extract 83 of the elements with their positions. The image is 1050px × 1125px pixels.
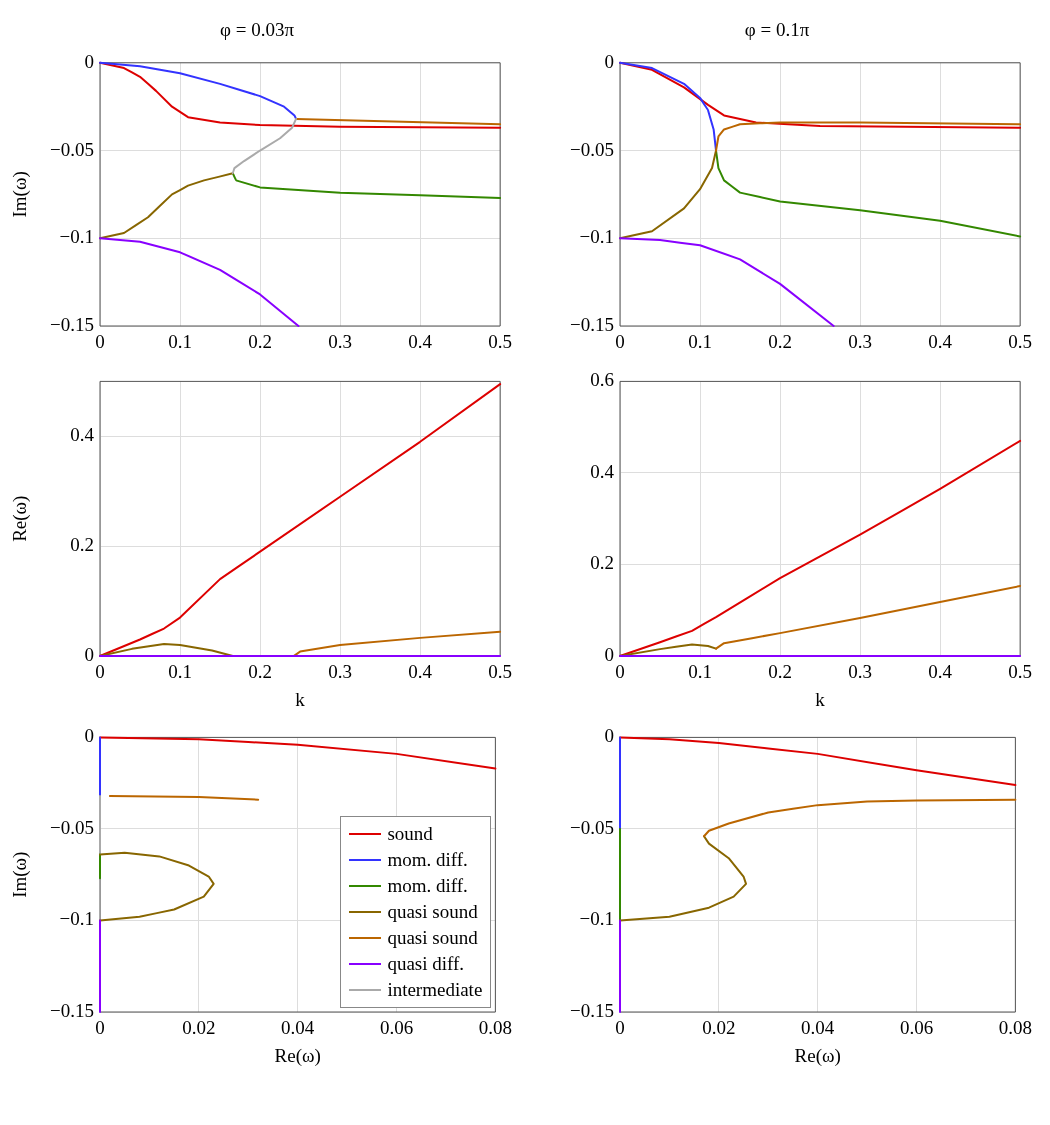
line-series <box>292 630 502 657</box>
y-tick-label: 0 <box>84 643 94 665</box>
x-tick-label: 0.3 <box>848 661 872 683</box>
y-tick-label: 0.4 <box>70 424 95 446</box>
x-tick-label: 0.3 <box>328 331 352 353</box>
x-tick-label: 0.4 <box>408 661 433 683</box>
line-series <box>619 439 1022 657</box>
y-axis-title: Im(ω) <box>9 171 32 218</box>
legend-label: quasi sound <box>387 926 478 950</box>
x-tick-label: 0.5 <box>488 331 512 353</box>
x-tick-label: 0.3 <box>848 331 872 353</box>
y-tick-label: −0.05 <box>570 816 614 838</box>
line-series <box>99 237 300 327</box>
x-tick-label: 0.2 <box>248 331 272 353</box>
x-tick-label: 0.5 <box>1008 331 1032 353</box>
x-tick-label: 0.04 <box>801 1017 835 1039</box>
x-tick-label: 0.4 <box>928 661 953 683</box>
y-tick-label: 0.2 <box>590 552 614 574</box>
line-series <box>619 237 835 327</box>
x-axis-title: Re(ω) <box>274 1044 321 1067</box>
y-tick-label: −0.15 <box>570 313 614 335</box>
line-series <box>703 798 1017 838</box>
legend-label: intermediate <box>387 978 483 1002</box>
x-tick-label: 0.06 <box>379 1017 414 1039</box>
chart-title: φ = 0.03π <box>219 19 295 41</box>
y-tick-label: −0.15 <box>50 313 94 335</box>
x-axis-title: Re(ω) <box>794 1044 841 1067</box>
chart-title: φ = 0.1π <box>744 19 810 41</box>
y-tick-label: 0 <box>604 50 614 72</box>
x-tick-label: 0.04 <box>281 1017 315 1039</box>
line-series <box>231 117 298 175</box>
x-tick-label: 0.2 <box>768 661 792 683</box>
x-tick-label: 0.2 <box>768 331 792 353</box>
x-tick-label: 0.1 <box>688 331 712 353</box>
line-series <box>715 584 1022 650</box>
y-tick-label: −0.15 <box>50 999 94 1021</box>
x-tick-label: 0.02 <box>702 1017 736 1039</box>
line-series <box>231 172 502 199</box>
y-tick-label: −0.1 <box>59 908 94 930</box>
x-tick-label: 0.2 <box>248 661 272 683</box>
x-tick-label: 0.4 <box>928 331 953 353</box>
line-series <box>619 835 748 922</box>
line-series <box>619 736 1017 786</box>
legend-label: mom. diff. <box>387 848 468 872</box>
y-tick-label: 0 <box>604 725 614 747</box>
line-series <box>99 736 497 770</box>
legend-label: quasi sound <box>387 900 478 924</box>
y-tick-label: −0.1 <box>579 226 614 248</box>
y-axis-title: Re(ω) <box>9 495 32 542</box>
y-tick-label: 0 <box>84 725 94 747</box>
y-tick-label: −0.15 <box>570 999 614 1021</box>
x-tick-label: 0.3 <box>328 661 352 683</box>
line-series <box>99 383 502 657</box>
y-tick-label: 0.4 <box>590 460 615 482</box>
line-series <box>99 61 298 120</box>
x-tick-label: 0.1 <box>168 661 192 683</box>
y-axis-title: Im(ω) <box>9 851 32 898</box>
x-tick-label: 0.4 <box>408 331 433 353</box>
line-series <box>99 851 215 922</box>
legend-label: mom. diff. <box>387 874 468 898</box>
x-axis-title: k <box>295 688 306 710</box>
x-tick-label: 0.08 <box>998 1017 1032 1039</box>
y-tick-label: −0.1 <box>59 226 94 248</box>
x-axis-title: k <box>815 688 826 710</box>
y-tick-label: −0.05 <box>50 138 94 160</box>
x-tick-label: 0.1 <box>688 661 712 683</box>
y-tick-label: 0 <box>604 643 614 665</box>
line-series <box>715 121 1022 152</box>
y-tick-label: 0.6 <box>590 369 614 391</box>
x-tick-label: 0.5 <box>488 661 512 683</box>
x-tick-label: 0.08 <box>478 1017 512 1039</box>
line-series <box>99 642 234 657</box>
x-tick-label: 0.5 <box>1008 661 1032 683</box>
y-tick-label: −0.05 <box>50 816 94 838</box>
legend-label: sound <box>387 822 433 846</box>
x-tick-label: 0.1 <box>168 331 192 353</box>
legend-label: quasi diff. <box>387 952 465 976</box>
y-tick-label: −0.1 <box>579 908 614 930</box>
y-tick-label: 0.2 <box>70 534 94 556</box>
x-tick-label: 0.06 <box>899 1017 934 1039</box>
y-tick-label: −0.05 <box>570 138 614 160</box>
x-tick-label: 0.02 <box>182 1017 216 1039</box>
y-tick-label: 0 <box>84 50 94 72</box>
